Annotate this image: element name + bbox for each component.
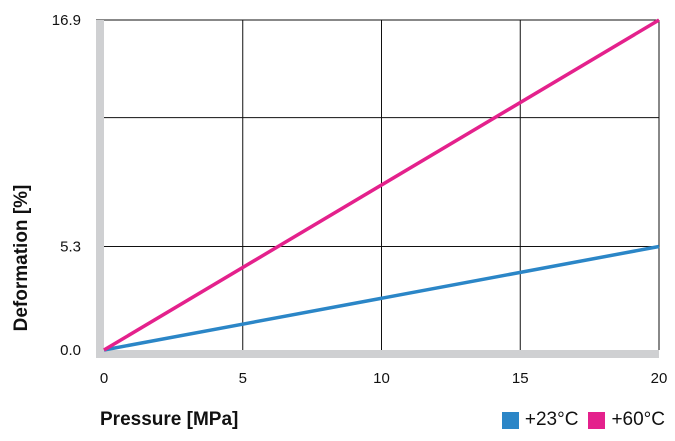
series-line-0 [103, 244, 660, 352]
legend-swatch-60c [588, 411, 606, 429]
x-tick-label: 20 [651, 370, 668, 387]
tick-labels: 0 5 10 15 20 0.0 5.3 16.9 [52, 12, 668, 387]
legend-label-60c: +60°C [611, 409, 665, 430]
y-tick-label: 5.3 [60, 239, 81, 256]
legend-item-23c: +23°C [501, 409, 579, 431]
x-axis-label: Pressure [MPa] [100, 409, 239, 430]
grid [96, 19, 660, 350]
x-tick-label: 15 [512, 370, 529, 387]
legend-item-60c: +60°C [588, 409, 665, 431]
y-axis-bar [96, 20, 104, 358]
y-tick-label: 16.9 [52, 12, 81, 29]
x-tick-label: 10 [373, 370, 390, 387]
series-line-1 [103, 18, 660, 352]
x-tick-label: 5 [239, 370, 247, 387]
y-axis-label: Deformation [%] [11, 185, 32, 332]
axes [96, 20, 659, 358]
legend: +23°C +60°C [501, 409, 665, 431]
legend-label-23c: +23°C [524, 409, 579, 430]
x-tick-label: 0 [100, 370, 108, 387]
y-tick-label: 0.0 [60, 342, 81, 359]
x-axis-bar [96, 350, 659, 358]
legend-swatch-23c [501, 411, 519, 429]
series-lines [103, 18, 660, 352]
